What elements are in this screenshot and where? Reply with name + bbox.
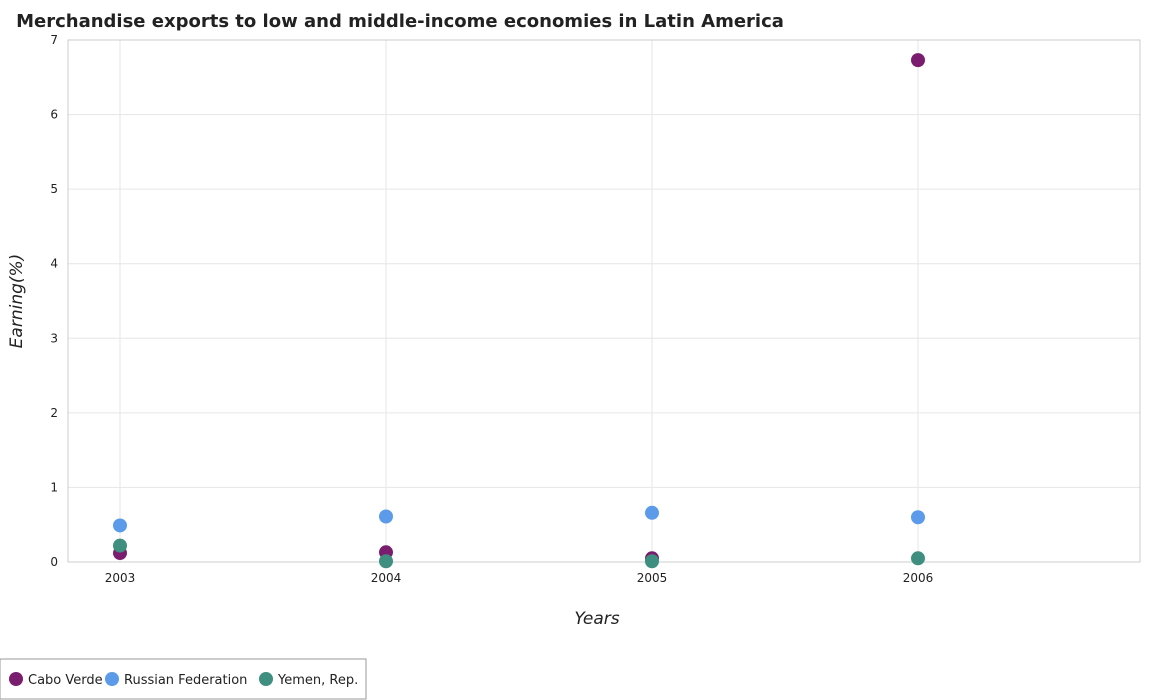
x-tick-label: 2003	[105, 571, 136, 585]
legend-marker	[105, 672, 119, 686]
y-tick-label: 7	[50, 33, 58, 47]
y-tick-label: 0	[50, 555, 58, 569]
legend: Cabo Verde Russian Federation Yemen, Rep.	[0, 658, 367, 700]
y-tick-label: 1	[50, 480, 58, 494]
chart-title: Merchandise exports to low and middle-in…	[16, 11, 784, 32]
data-point	[113, 538, 127, 553]
legend-marker	[9, 672, 23, 686]
legend-label: Yemen, Rep.	[277, 673, 358, 688]
x-tick-labels: 2003 2004 2005 2006	[105, 571, 934, 585]
y-tick-label: 2	[50, 406, 58, 420]
y-axis-label: Earning(%)	[7, 254, 27, 349]
x-tick-label: 2005	[637, 571, 668, 585]
legend-label: Cabo Verde	[28, 673, 103, 688]
data-point	[645, 505, 659, 520]
data-points	[113, 53, 925, 569]
grid	[68, 39, 1140, 563]
y-tick-labels: 0 1 2 3 4 5 6 7	[50, 33, 58, 569]
legend-label: Russian Federation	[124, 673, 247, 688]
data-point	[911, 53, 925, 68]
data-point	[911, 510, 925, 525]
data-point	[911, 551, 925, 566]
legend-marker	[259, 672, 273, 686]
x-axis-label: Years	[574, 609, 619, 629]
y-tick-label: 5	[50, 182, 58, 196]
y-tick-label: 6	[50, 108, 58, 122]
y-tick-label: 3	[50, 331, 58, 345]
x-tick-label: 2006	[903, 571, 934, 585]
data-point	[379, 509, 393, 524]
legend-box	[0, 658, 367, 700]
plot-frame	[67, 39, 1141, 563]
data-point	[645, 554, 659, 569]
y-tick-label: 4	[50, 257, 58, 271]
data-point	[379, 554, 393, 569]
x-tick-label: 2004	[371, 571, 402, 585]
data-point	[113, 518, 127, 533]
